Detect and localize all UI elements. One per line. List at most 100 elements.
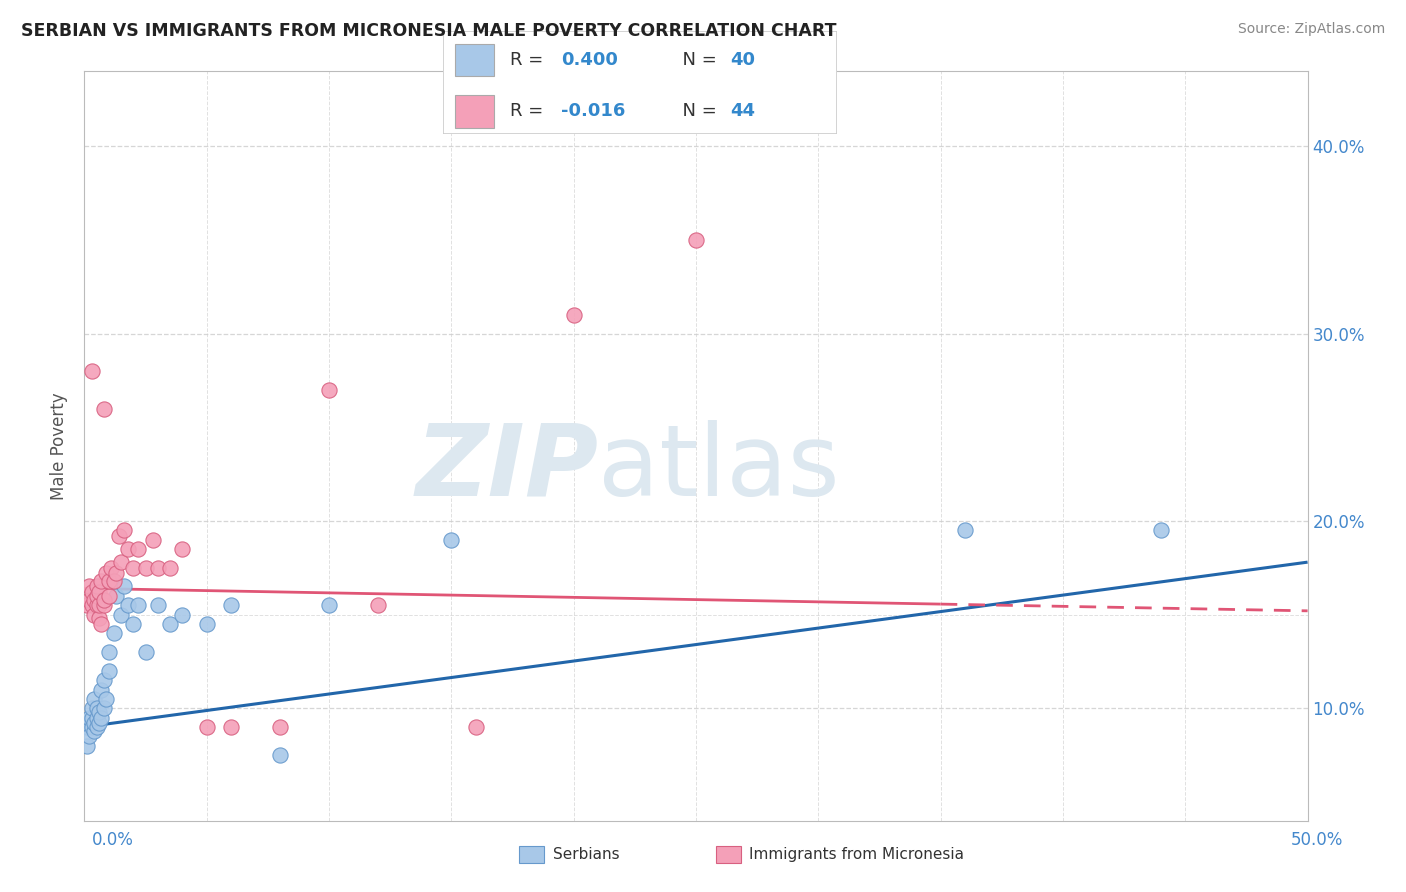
Point — [83, 692, 105, 706]
Point — [86, 720, 108, 734]
Point — [112, 523, 135, 537]
Text: Immigrants from Micronesia: Immigrants from Micronesia — [749, 847, 965, 862]
Point — [127, 599, 149, 613]
Point — [562, 308, 585, 322]
Text: 40: 40 — [730, 51, 755, 69]
Point — [87, 611, 110, 625]
Point — [219, 599, 242, 613]
Text: N =: N = — [671, 103, 723, 120]
Point — [105, 589, 128, 603]
Point — [195, 720, 218, 734]
Point — [100, 561, 122, 575]
Point — [77, 710, 100, 724]
Point — [93, 701, 115, 715]
Text: R =: R = — [510, 103, 548, 120]
Point — [142, 533, 165, 547]
Text: Source: ZipAtlas.com: Source: ZipAtlas.com — [1237, 22, 1385, 37]
Point — [112, 580, 135, 594]
Point — [97, 664, 120, 678]
Point — [269, 747, 291, 762]
Point — [76, 599, 98, 613]
Point — [90, 574, 112, 588]
Point — [86, 599, 108, 613]
Point — [86, 589, 108, 603]
Text: 0.400: 0.400 — [561, 51, 617, 69]
Point — [159, 617, 181, 632]
Text: 44: 44 — [730, 103, 755, 120]
Point — [172, 607, 194, 622]
Point — [122, 561, 145, 575]
Point — [103, 626, 125, 640]
Point — [93, 592, 115, 607]
Point — [93, 599, 115, 613]
Text: 50.0%: 50.0% — [1291, 831, 1343, 849]
Point — [77, 592, 100, 607]
Point — [146, 561, 169, 575]
Point — [269, 720, 291, 734]
Point — [195, 617, 218, 632]
Text: R =: R = — [510, 51, 548, 69]
Point — [219, 720, 242, 734]
Point — [87, 599, 110, 613]
Bar — [454, 95, 494, 128]
Point — [90, 682, 112, 697]
Point — [117, 542, 139, 557]
Point — [367, 599, 389, 613]
Point — [685, 233, 707, 247]
Point — [80, 701, 103, 715]
Point — [318, 599, 340, 613]
Point — [97, 589, 120, 603]
Point — [117, 599, 139, 613]
Point — [172, 542, 194, 557]
Point — [86, 710, 108, 724]
Y-axis label: Male Poverty: Male Poverty — [51, 392, 69, 500]
Point — [77, 580, 100, 594]
Point — [127, 542, 149, 557]
Point — [97, 645, 120, 659]
Point — [80, 599, 103, 613]
Point — [87, 716, 110, 731]
Point — [1150, 523, 1173, 537]
Text: atlas: atlas — [598, 420, 839, 517]
Bar — [454, 44, 494, 77]
Point — [103, 574, 125, 588]
Text: 0.0%: 0.0% — [91, 831, 134, 849]
Point — [80, 585, 103, 599]
Point — [93, 401, 115, 416]
Point — [83, 592, 105, 607]
Text: SERBIAN VS IMMIGRANTS FROM MICRONESIA MALE POVERTY CORRELATION CHART: SERBIAN VS IMMIGRANTS FROM MICRONESIA MA… — [21, 22, 837, 40]
Text: ZIP: ZIP — [415, 420, 598, 517]
Point — [77, 730, 100, 744]
Point — [105, 566, 128, 581]
Point — [110, 607, 132, 622]
Point — [953, 523, 976, 537]
Point — [86, 580, 108, 594]
Point — [464, 720, 486, 734]
Point — [87, 585, 110, 599]
Point — [76, 739, 98, 753]
Point — [96, 692, 118, 706]
Point — [80, 364, 103, 378]
Point — [87, 705, 110, 719]
Point — [90, 617, 112, 632]
Point — [122, 617, 145, 632]
Point — [318, 383, 340, 397]
Point — [83, 607, 105, 622]
Point — [83, 723, 105, 738]
Point — [110, 555, 132, 569]
Point — [107, 529, 129, 543]
Point — [80, 720, 103, 734]
Text: Serbians: Serbians — [553, 847, 619, 862]
Point — [97, 574, 120, 588]
Point — [86, 701, 108, 715]
Point — [76, 720, 98, 734]
Point — [83, 716, 105, 731]
Point — [440, 533, 463, 547]
Point — [135, 645, 157, 659]
Point — [146, 599, 169, 613]
Point — [135, 561, 157, 575]
Point — [159, 561, 181, 575]
Point — [80, 710, 103, 724]
Point — [93, 673, 115, 688]
Text: N =: N = — [671, 51, 723, 69]
